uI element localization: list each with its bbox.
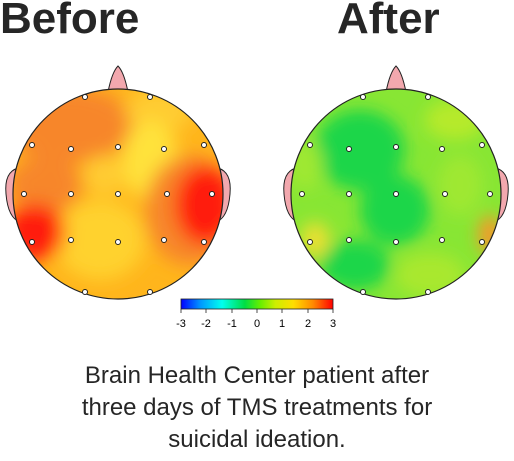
electrode bbox=[393, 144, 399, 150]
scale-tick-label: 1 bbox=[279, 318, 285, 330]
electrode bbox=[82, 289, 88, 295]
electrode bbox=[29, 239, 35, 245]
electrode bbox=[161, 237, 167, 243]
after-heatmap bbox=[291, 89, 501, 299]
electrode bbox=[115, 144, 121, 150]
electrode bbox=[115, 239, 121, 245]
scale-tick-label: -2 bbox=[201, 318, 211, 330]
electrode bbox=[147, 289, 153, 295]
caption-line-3: suicidal ideation. bbox=[168, 426, 346, 453]
electrode bbox=[307, 142, 313, 148]
electrode bbox=[307, 239, 313, 245]
electrode bbox=[442, 191, 448, 197]
electrode bbox=[393, 191, 399, 197]
after-head bbox=[283, 65, 509, 300]
electrode bbox=[439, 146, 445, 152]
electrode bbox=[346, 191, 352, 197]
caption: Brain Health Center patient after three … bbox=[0, 360, 514, 456]
electrode bbox=[425, 289, 431, 295]
after-electrodes bbox=[299, 94, 493, 295]
electrode bbox=[479, 142, 485, 148]
electrode bbox=[21, 191, 27, 197]
color-scale: -3 -2 -1 0 1 2 3 bbox=[176, 298, 336, 330]
electrode bbox=[115, 191, 121, 197]
electrode bbox=[68, 191, 74, 197]
electrode bbox=[346, 237, 352, 243]
electrode bbox=[29, 142, 35, 148]
electrode bbox=[439, 237, 445, 243]
electrode bbox=[209, 191, 215, 197]
electrode bbox=[147, 94, 153, 100]
electrode bbox=[161, 146, 167, 152]
electrode bbox=[299, 191, 305, 197]
after-title: After bbox=[337, 0, 440, 43]
electrode bbox=[479, 239, 485, 245]
caption-line-1: Brain Health Center patient after bbox=[84, 362, 430, 389]
scale-tick-label: 3 bbox=[330, 318, 336, 330]
electrode bbox=[425, 94, 431, 100]
before-title: Before bbox=[0, 0, 140, 43]
scale-tick-label: 0 bbox=[254, 318, 260, 330]
electrode bbox=[360, 289, 366, 295]
electrode bbox=[393, 239, 399, 245]
color-scale-bar bbox=[180, 298, 334, 310]
electrode bbox=[68, 237, 74, 243]
electrode bbox=[360, 94, 366, 100]
before-electrodes bbox=[21, 94, 215, 295]
caption-line-2: three days of TMS treatments for bbox=[81, 394, 433, 421]
after-nose bbox=[385, 65, 407, 93]
electrode bbox=[201, 142, 207, 148]
before-head bbox=[5, 65, 231, 300]
electrode bbox=[201, 239, 207, 245]
scale-tick-label: 2 bbox=[305, 318, 311, 330]
scale-tick-label: -1 bbox=[227, 318, 237, 330]
scale-tick-label: -3 bbox=[176, 318, 186, 330]
electrode bbox=[164, 191, 170, 197]
electrode bbox=[82, 94, 88, 100]
before-nose bbox=[107, 65, 129, 93]
electrode bbox=[487, 191, 493, 197]
electrode bbox=[68, 146, 74, 152]
electrode bbox=[346, 146, 352, 152]
